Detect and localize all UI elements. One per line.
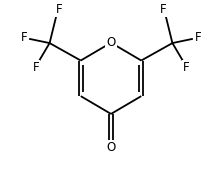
- Text: F: F: [194, 31, 201, 44]
- Text: O: O: [106, 36, 116, 49]
- Text: F: F: [33, 61, 40, 74]
- Text: F: F: [182, 61, 189, 74]
- Text: O: O: [106, 141, 116, 154]
- Text: F: F: [160, 3, 166, 16]
- Text: F: F: [21, 31, 28, 44]
- Text: F: F: [56, 3, 62, 16]
